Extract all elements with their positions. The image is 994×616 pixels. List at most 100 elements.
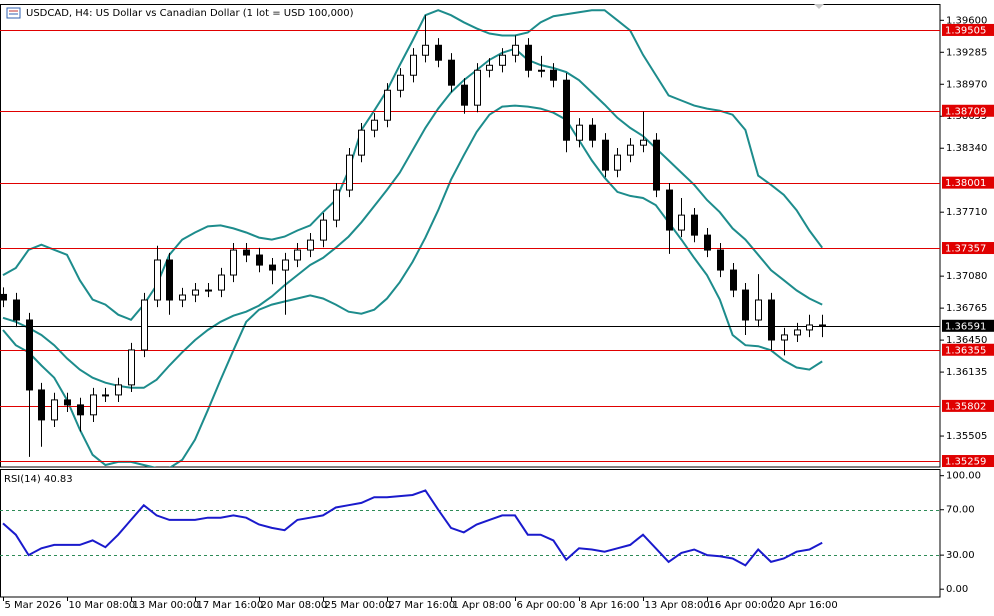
shift-marker [814, 4, 824, 9]
x-tick-label: 8 Apr 16:00 [581, 600, 640, 611]
candle-body [525, 44, 532, 71]
candle-body [154, 259, 161, 301]
y-tick-label: 1.38970 [946, 79, 987, 90]
candle-body [358, 129, 365, 156]
candle-body [294, 249, 301, 261]
y-tick-label: 1.38340 [946, 143, 987, 154]
candle-body [26, 319, 33, 391]
candle-body [410, 54, 417, 76]
candle-body [333, 189, 340, 221]
candle-body [422, 44, 429, 56]
candle-body [666, 189, 673, 231]
candle-body [640, 139, 647, 146]
candle-body [678, 214, 685, 231]
level-label-box [942, 176, 994, 189]
candle-body [51, 399, 58, 421]
y-tick-label: 1.36765 [946, 303, 987, 314]
candle-body [141, 299, 148, 351]
candle-body [435, 44, 442, 61]
candle-body [486, 64, 493, 71]
rsi-line [2, 489, 823, 567]
candle-body [717, 249, 724, 271]
candle-body [461, 84, 468, 106]
candle-body [538, 69, 545, 72]
candle-body [128, 349, 135, 386]
candle-body [115, 384, 122, 396]
rsi-tick-label: 0.00 [946, 584, 968, 595]
candle-body [397, 74, 404, 91]
x-tick-label: 20 Mar 08:00 [261, 600, 328, 611]
candle-body [166, 259, 173, 301]
level-label-box [942, 242, 994, 255]
level-label: 1.35259 [945, 457, 986, 468]
candle-body [320, 219, 327, 241]
candle-body [589, 124, 596, 141]
y-tick-label: 1.39285 [946, 47, 987, 58]
bollinger-band [2, 104, 823, 467]
candle-body [742, 289, 749, 321]
candle-body [77, 404, 84, 416]
level-label-box [942, 455, 994, 468]
level-label: 1.37357 [945, 244, 986, 255]
candle-body [627, 144, 634, 156]
level-label-box [942, 23, 994, 36]
candle-body [192, 289, 199, 296]
candle-body [371, 119, 378, 131]
candle-body [230, 249, 237, 276]
x-tick-label: 13 Apr 08:00 [645, 600, 710, 611]
level-label: 1.36355 [945, 345, 986, 356]
candle-body [269, 264, 276, 271]
candle-body [704, 234, 711, 251]
candle-body [205, 289, 212, 292]
candle-body [781, 334, 788, 341]
rsi-tick-label: 100.00 [946, 471, 981, 482]
x-tick-label: 6 Apr 00:00 [517, 600, 576, 611]
candle-body [602, 139, 609, 171]
candle-body [0, 293, 7, 301]
indicator-title: RSI(14) [4, 474, 41, 485]
y-tick-label: 1.36450 [946, 335, 987, 346]
candle-body [576, 124, 583, 141]
candle-body [499, 54, 506, 66]
level-label: 1.39505 [945, 25, 986, 36]
x-tick-label: 25 Mar 00:00 [325, 600, 392, 611]
candle-body [819, 324, 826, 327]
candle-body [691, 214, 698, 236]
y-tick-label: 1.36135 [946, 367, 987, 378]
level-label-box [942, 104, 994, 117]
y-tick-label: 1.39600 [946, 15, 987, 26]
candle-body [730, 269, 737, 291]
candle-body [550, 69, 557, 81]
rsi-panel [0, 489, 940, 567]
candle-body [38, 389, 45, 421]
rsi-tick-label: 30.00 [946, 550, 975, 561]
candle-body [512, 44, 519, 56]
last-price-box [942, 319, 994, 332]
candle-body [90, 394, 97, 416]
candle-body [794, 329, 801, 336]
main-frame [0, 4, 941, 468]
axes: 1.396001.392851.389701.386551.383401.377… [3, 15, 994, 611]
bollinger-band [2, 47, 823, 389]
rsi-tick-label: 70.00 [946, 505, 975, 516]
level-label-box [942, 343, 994, 356]
candle-body [448, 59, 455, 86]
level-label-box [942, 399, 994, 412]
level-label: 1.38709 [945, 106, 986, 117]
y-tick-label: 1.37710 [946, 207, 987, 218]
y-tick-label: 1.35505 [946, 431, 987, 442]
candle-body [256, 254, 263, 266]
y-tick-label: 1.37080 [946, 271, 987, 282]
candle-body [218, 274, 225, 291]
rsi-frame [0, 469, 941, 598]
last-price-label: 1.36591 [945, 321, 986, 332]
level-label: 1.35802 [945, 401, 986, 412]
candle-body [346, 154, 353, 191]
candle-body [102, 394, 109, 397]
x-tick-label: 5 Mar 2026 [5, 600, 62, 611]
x-tick-label: 27 Mar 16:00 [389, 600, 456, 611]
candle-body [614, 154, 621, 171]
candle-body [474, 69, 481, 106]
